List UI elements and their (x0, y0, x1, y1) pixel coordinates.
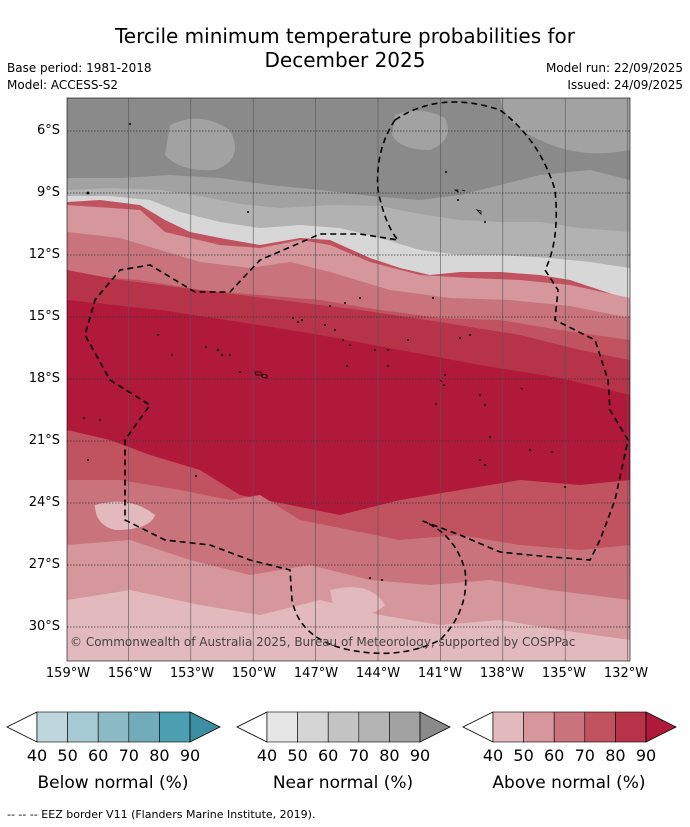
colorbar-near-low-cap (236, 711, 268, 743)
lon-label-156w: 156°W (107, 666, 153, 681)
colorbar-below-high-cap (189, 711, 221, 743)
lat-label-30s: 30°S (28, 619, 60, 634)
colorbar-near-label: Near normal (%) (272, 773, 414, 793)
lon-label-138w: 138°W (479, 666, 525, 681)
colorbar-below-cell-3 (128, 711, 160, 743)
colorbar-near-cells (266, 711, 421, 743)
above-50-band (67, 205, 630, 318)
colorbar-above-tick-40: 40 (482, 746, 504, 765)
above-60-band (67, 228, 630, 340)
lon-label-132w: 132°W (603, 666, 649, 681)
lat-label-24s: 24°S (28, 495, 60, 510)
title-line-2: December 2025 (264, 48, 426, 72)
lon-label-150w: 150°W (231, 666, 277, 681)
copyright-text: © Commonwealth of Australia 2025, Bureau… (70, 635, 575, 649)
colorbar-near-tick-60: 60 (318, 746, 339, 765)
colorbar-above (462, 711, 677, 743)
colorbar-below-low-cap (6, 711, 38, 743)
colorbar-below (6, 711, 221, 743)
colorbar-above-high-cap (645, 711, 677, 743)
colorbar-near-cell-3 (358, 711, 390, 743)
lon-label-135w: 135°W (541, 666, 587, 681)
island-dots (83, 123, 566, 581)
colorbar-below-tick-80: 80 (149, 746, 170, 765)
colorbar-above-tick-80: 80 (605, 746, 626, 765)
colorbar-above-tick-90: 90 (635, 746, 657, 765)
light-patch-2 (330, 587, 385, 617)
colorbar-near-tick-90: 90 (409, 746, 431, 765)
light-patch-1 (95, 501, 155, 530)
colorbar-below-tick-60: 60 (88, 746, 109, 765)
colorbar-above-tick-60: 60 (544, 746, 565, 765)
lon-label-153w: 153°W (169, 666, 215, 681)
colorbar-near-high-cap (419, 711, 451, 743)
colorbar-near-tick-40: 40 (256, 746, 278, 765)
colorbar-below-tick-90: 90 (179, 746, 201, 765)
lat-label-15s: 15°S (28, 309, 60, 324)
colorbar-above-tick-70: 70 (574, 746, 595, 765)
above-40-south (67, 590, 630, 661)
colorbar-above-tick-50: 50 (513, 746, 534, 765)
lat-label-6s: 6°S (36, 123, 60, 138)
colorbar-below-cell-4 (159, 711, 191, 743)
lat-grid (67, 130, 630, 628)
meta-left: Base period: 1981-2018 Model: ACCESS-S2 (7, 60, 152, 94)
map-frame (66, 97, 631, 662)
colorbar-above-cell-4 (615, 711, 647, 743)
colorbar-above-label: Above normal (%) (492, 773, 646, 793)
colorbar-near-cell-0 (266, 711, 298, 743)
colorbar-below-cell-2 (97, 711, 130, 743)
above-80-band (67, 270, 630, 395)
lat-label-18s: 18°S (28, 371, 60, 386)
model-name: Model: ACCESS-S2 (7, 78, 119, 92)
colorbar-below-cell-0 (36, 711, 68, 743)
above-90-core (67, 295, 630, 515)
map-title: Tercile minimum temperature probabilitie… (0, 24, 690, 72)
colorbar-near-cell-1 (297, 711, 329, 743)
colorbar-near-tick-70: 70 (348, 746, 369, 765)
colorbar-above-cell-2 (553, 711, 586, 743)
colorbar-near-tick-50: 50 (287, 746, 308, 765)
lon-label-141w: 141°W (417, 666, 463, 681)
colorbar-below-cell-1 (67, 711, 99, 743)
base-period: Base period: 1981-2018 (7, 61, 152, 75)
grey-patch-1 (165, 118, 235, 171)
lat-label-21s: 21°S (28, 433, 60, 448)
colorbar-below-label: Below normal (%) (37, 773, 189, 793)
colorbar-above-cell-0 (492, 711, 524, 743)
colorbar-below-tick-40: 40 (26, 746, 48, 765)
grey-patch-2 (392, 110, 448, 150)
colorbar-near-tick-80: 80 (379, 746, 400, 765)
colorbar-below-cells (36, 711, 191, 743)
model-run: Model run: 22/09/2025 (545, 61, 683, 75)
title-line-1: Tercile minimum temperature probabilitie… (114, 24, 576, 48)
colorbar-near-cell-4 (389, 711, 421, 743)
colorbar-near (236, 711, 451, 743)
meta-right: Model run: 22/09/2025 Issued: 24/09/2025 (546, 60, 683, 94)
lat-label-12s: 12°S (28, 247, 60, 262)
lon-label-144w: 144°W (355, 666, 401, 681)
lon-label-159w: 159°W (45, 666, 91, 681)
colorbar-above-cell-1 (523, 711, 555, 743)
colorbar-above-cell-3 (584, 711, 616, 743)
colorbar-above-low-cap (462, 711, 494, 743)
issued-date: Issued: 24/09/2025 (567, 78, 683, 92)
lat-label-9s: 9°S (36, 185, 60, 200)
map-fill (67, 98, 630, 661)
colorbar-near-cell-2 (327, 711, 360, 743)
lon-label-147w: 147°W (293, 666, 339, 681)
eez-legend: -- -- -- EEZ border V11 (Flanders Marine… (7, 808, 316, 821)
lat-label-27s: 27°S (28, 557, 60, 572)
eez-borders (84, 101, 629, 655)
colorbar-above-cells (492, 711, 647, 743)
islands (254, 189, 524, 390)
colorbar-below-tick-70: 70 (118, 746, 139, 765)
colorbar-below-tick-50: 50 (57, 746, 78, 765)
